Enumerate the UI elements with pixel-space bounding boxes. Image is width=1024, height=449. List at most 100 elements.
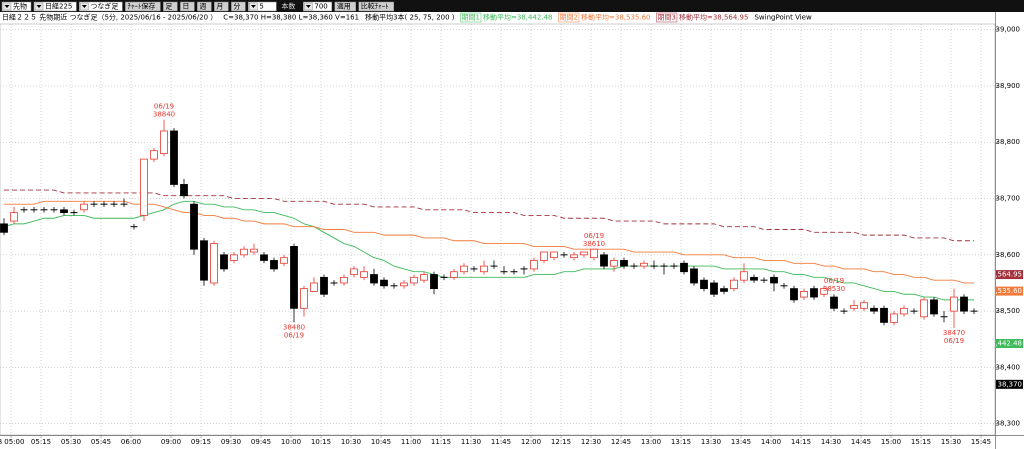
candle-body — [280, 257, 288, 264]
price-marker-label: 38,370 — [998, 380, 1023, 388]
y-tick-label: 38,600 — [996, 251, 1021, 259]
toolbar-button[interactable] — [125, 1, 161, 12]
candle-body — [290, 245, 298, 309]
candle-body — [590, 248, 598, 259]
candle-body — [920, 299, 928, 318]
x-tick-label: 09:00 — [161, 438, 181, 446]
toolbar-text: 週 — [199, 2, 206, 11]
x-tick-label: 13:00 — [641, 438, 661, 446]
candle-body — [850, 305, 858, 309]
x-tick-label: 12:30 — [581, 438, 601, 446]
select-arrow[interactable] — [305, 5, 311, 8]
toolbar-text: 適用 — [337, 2, 351, 11]
candle-body — [930, 299, 938, 315]
ma-period-box — [656, 12, 678, 23]
x-tick-label: 14:45 — [851, 438, 871, 446]
candle-body — [810, 288, 818, 298]
ma-last-value: 38,442.48 — [517, 14, 553, 22]
toolbar-button[interactable] — [214, 1, 229, 12]
x-tick-label: 15:00 — [881, 438, 901, 446]
ma-line — [4, 189, 974, 242]
toolbar-text: 700 — [314, 3, 327, 11]
toolbar-button[interactable] — [163, 1, 178, 12]
price-marker — [996, 379, 1023, 389]
ma-title: 移動平均3本( 25, 75, 200 ) — [365, 13, 455, 22]
x-tick-label: 12:00 — [521, 438, 541, 446]
x-tick-label: 11:30 — [461, 438, 481, 446]
y-tick-label: 39,000 — [996, 26, 1021, 34]
quote-text: C=38,370 H=38,380 L=38,360 V=161 — [223, 14, 359, 22]
candle-body — [220, 254, 228, 270]
candle-body — [340, 276, 348, 284]
select-arrow[interactable] — [36, 5, 42, 8]
view-label: SwingPoint View — [754, 14, 811, 22]
toolbar-button[interactable] — [180, 1, 195, 12]
candle-body — [460, 265, 468, 273]
candle-body — [730, 279, 738, 290]
candle-body — [700, 279, 708, 290]
plot-area — [0, 23, 996, 436]
candle-body — [690, 268, 698, 284]
candle-body — [160, 130, 168, 154]
toolbar-select[interactable] — [1, 1, 32, 12]
x-tick-label: 05:45 — [91, 438, 111, 446]
candle-body — [80, 203, 88, 211]
toolbar-button[interactable] — [197, 1, 212, 12]
candle-body — [950, 296, 958, 312]
select-arrow[interactable] — [250, 5, 256, 8]
candle-body — [430, 274, 438, 290]
candle-body — [750, 276, 758, 281]
candle-body — [10, 212, 18, 222]
price-marker-label: 38,564.95 — [986, 271, 1022, 279]
toolbar-button[interactable] — [231, 1, 246, 12]
toolbar-text: 本数 — [281, 2, 295, 11]
toolbar-button[interactable] — [358, 1, 394, 12]
select-arrow[interactable] — [81, 5, 87, 8]
candle-body — [710, 282, 718, 295]
candle-body — [550, 251, 558, 259]
toolbar-select[interactable] — [79, 1, 123, 12]
x-tick-label: 13:30 — [701, 438, 721, 446]
candle-body — [400, 282, 408, 287]
x-tick-label: 11:00 — [401, 438, 421, 446]
candle-body — [380, 279, 388, 287]
x-tick-label: 09:30 — [221, 438, 241, 446]
candle-body — [190, 203, 198, 250]
toolbar-select[interactable] — [303, 1, 332, 12]
x-tick-label: 10:45 — [371, 438, 391, 446]
toolbar-text: 足 — [165, 3, 172, 11]
ma-period: 期間2 — [560, 14, 578, 22]
annotation-value: 38840 — [153, 111, 175, 119]
price-marker — [996, 339, 1023, 349]
x-tick-label: 13:15 — [671, 438, 691, 446]
candle-body — [150, 150, 158, 160]
x-tick-label: 11:45 — [491, 438, 511, 446]
candle-body — [740, 271, 748, 281]
select-arrow[interactable] — [4, 5, 10, 8]
annotation-value: 38480 — [283, 323, 305, 331]
toolbar-text: 5 — [259, 3, 263, 11]
x-tick-label: 15:15 — [911, 438, 931, 446]
candle-body — [830, 296, 838, 309]
price-marker — [996, 270, 1023, 280]
ma-name: 移動平均= — [483, 13, 517, 22]
candle-body — [680, 262, 688, 273]
x-tick-label: 12:15 — [551, 438, 571, 446]
annotation-date: 06/19 — [824, 277, 844, 285]
candle-body — [580, 251, 588, 256]
toolbar-text: 分 — [233, 2, 240, 11]
toolbar-select[interactable] — [248, 1, 277, 12]
candle-body — [420, 274, 428, 281]
annotation-value: 38530 — [823, 285, 845, 293]
candle-body — [480, 265, 488, 273]
candle-body — [530, 260, 538, 270]
x-tick-label: 05:30 — [61, 438, 81, 446]
ma-last-value: 38,564.95 — [713, 14, 749, 22]
toolbar-text: つなぎ足 — [90, 2, 118, 11]
toolbar-select[interactable] — [33, 1, 77, 12]
toolbar-button[interactable] — [334, 1, 356, 12]
x-tick-label: 12:45 — [611, 438, 631, 446]
annotation-value: 38470 — [943, 329, 965, 337]
candle-body — [180, 184, 188, 197]
y-tick-label: 38,900 — [996, 82, 1021, 90]
